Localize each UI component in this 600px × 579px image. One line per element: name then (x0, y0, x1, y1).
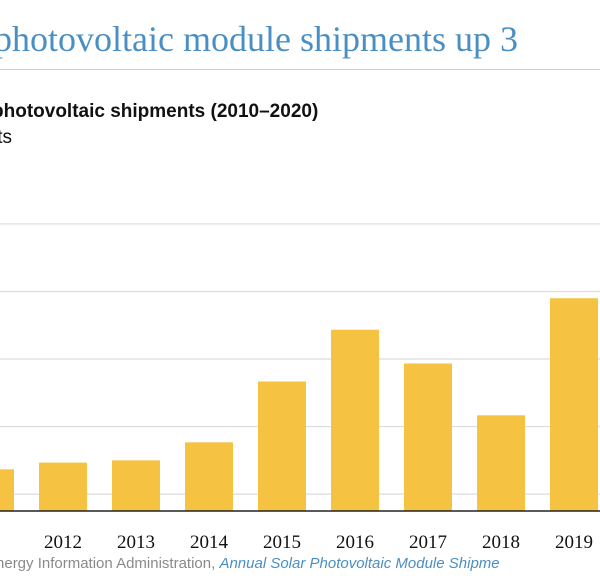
bar (331, 329, 379, 511)
headline: photovoltaic module shipments up 3 (0, 19, 518, 59)
chart-title: photovoltaic shipments (2010–2020) (0, 101, 319, 122)
bar (112, 460, 160, 511)
x-tick-label: 2012 (44, 532, 82, 553)
source-prefix: Energy Information Administration, (0, 555, 216, 572)
bar (0, 469, 14, 511)
bar (185, 442, 233, 511)
x-tick-label: 2019 (555, 532, 593, 553)
bar (477, 415, 525, 511)
x-tick-label: 2017 (409, 532, 447, 553)
headline-rule (0, 69, 600, 70)
y-axis-units-label: tts (0, 127, 13, 148)
bar (258, 381, 306, 511)
x-tick-label: 2018 (482, 532, 520, 553)
bar (404, 363, 452, 511)
x-tick-label: 2016 (336, 532, 374, 553)
x-tick-label: 2013 (117, 532, 155, 553)
bar (39, 462, 87, 511)
x-tick-label: 2015 (263, 532, 301, 553)
bar (550, 298, 598, 511)
source-note: Energy Information Administration, Annua… (0, 555, 500, 572)
source-link[interactable]: Annual Solar Photovoltaic Module Shipme (219, 555, 500, 572)
x-tick-label: 2014 (190, 532, 229, 553)
